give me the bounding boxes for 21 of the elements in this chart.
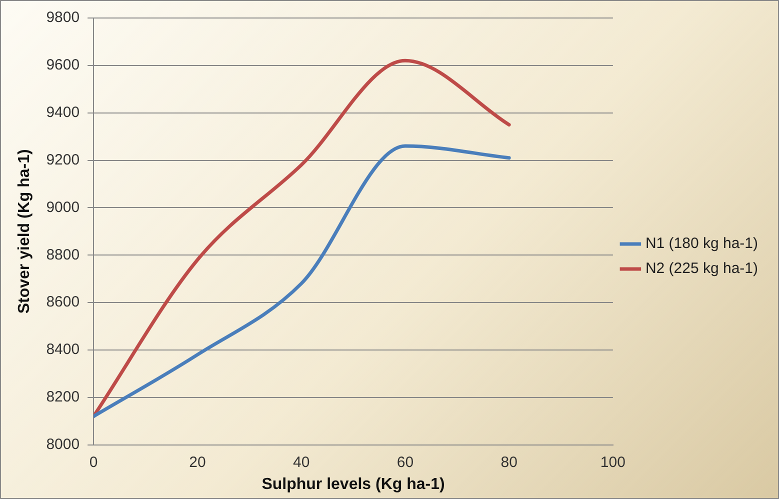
- y-tick-label: 8200: [46, 388, 80, 406]
- y-tick-label: 9000: [46, 198, 80, 216]
- x-tick-label: 80: [500, 454, 518, 471]
- x-tick-label: 100: [600, 454, 626, 471]
- y-tick-label: 8000: [46, 436, 80, 453]
- y-tick-label: 9600: [46, 56, 80, 74]
- y-tick-label: 9400: [46, 104, 80, 121]
- x-tick-label: 20: [189, 454, 206, 471]
- y-tick-label: 8600: [46, 294, 80, 311]
- y-tick-label: 9800: [46, 9, 80, 26]
- x-axis-title: Sulphur levels (Kg ha-1): [262, 476, 445, 493]
- x-tick-label: 60: [396, 454, 414, 471]
- line-series: [94, 144, 511, 418]
- x-tick-label: 0: [89, 454, 98, 471]
- y-tick-label: 9200: [46, 151, 80, 168]
- legend-label: N1 (180 kg ha-1): [645, 235, 758, 252]
- y-tick-label: 8800: [46, 246, 80, 264]
- legend-label: N2 (225 kg ha-1): [645, 260, 758, 278]
- x-tick-label: 40: [292, 454, 310, 471]
- y-tick-label: 8400: [46, 341, 80, 358]
- y-axis-title: Stover yield (Kg ha-1): [16, 149, 34, 314]
